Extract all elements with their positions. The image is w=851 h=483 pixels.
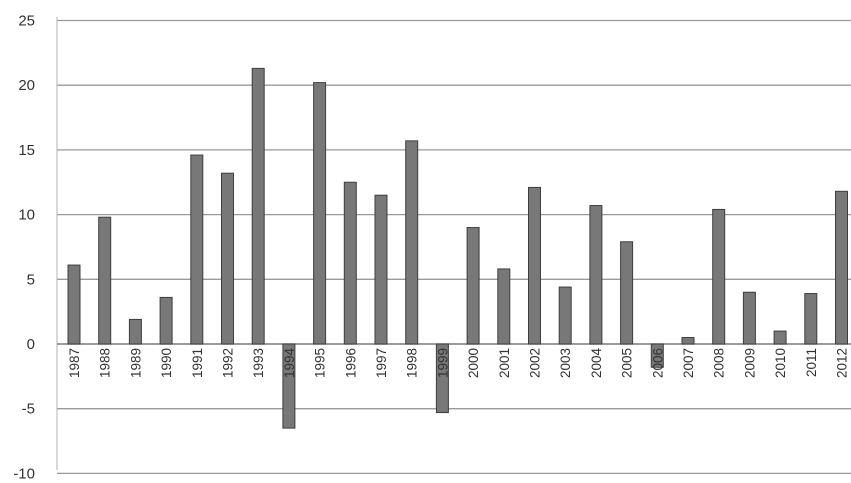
x-tick-label: 1994 xyxy=(282,348,297,379)
bar-2007 xyxy=(681,337,695,345)
x-tick-label: 1990 xyxy=(159,348,174,378)
bar-2009 xyxy=(742,291,756,345)
x-tick-label: 1989 xyxy=(128,348,143,378)
bar-2011 xyxy=(804,293,818,345)
y-tick-label: 10 xyxy=(18,207,35,224)
bar-2008 xyxy=(712,208,726,345)
bar-1995 xyxy=(313,82,327,345)
x-tick-label: 2010 xyxy=(773,348,788,378)
x-tick-label: 2000 xyxy=(466,348,481,378)
y-tick-label: 5 xyxy=(27,271,35,288)
x-tick-label: 2012 xyxy=(835,348,850,378)
y-tick-label: 20 xyxy=(18,77,35,94)
bar-1998 xyxy=(405,140,419,345)
x-tick-label: 1987 xyxy=(67,348,82,378)
x-tick-label: 1995 xyxy=(313,348,328,378)
bar-2000 xyxy=(466,227,480,345)
x-tick-label: 2005 xyxy=(620,348,635,378)
bar-1988 xyxy=(98,216,112,345)
bar-1999 xyxy=(435,343,449,414)
bar-1992 xyxy=(221,172,234,345)
y-tick-label: -10 xyxy=(13,465,35,482)
y-tick-label: 25 xyxy=(18,13,35,30)
bar-1989 xyxy=(128,318,142,345)
bar-1994 xyxy=(282,343,296,429)
y-tick-labels: -10 -5 0 5 10 15 20 25 xyxy=(13,13,35,483)
x-tick-label: 2008 xyxy=(712,348,727,378)
x-tick-label: 1993 xyxy=(251,348,266,378)
gridlines xyxy=(57,19,851,475)
y-tick-label: 15 xyxy=(18,142,35,159)
x-tick-label: 1997 xyxy=(374,348,389,378)
x-tick-label: 2006 xyxy=(650,348,665,378)
y-tick-label: 0 xyxy=(27,336,35,353)
bars xyxy=(67,67,848,429)
bar-2001 xyxy=(497,268,511,345)
bar-1987 xyxy=(67,264,81,345)
x-tick-label: 1988 xyxy=(98,348,113,378)
x-tick-label: 2004 xyxy=(589,348,604,379)
x-tick-label: 1996 xyxy=(343,348,358,378)
x-tick-label: 1992 xyxy=(221,348,236,378)
x-tick-labels: 1987 1988 1989 1990 1991 1992 1993 1994 1995 1996… xyxy=(67,348,850,379)
x-tick-label: 1998 xyxy=(405,348,420,378)
x-tick-label: 2001 xyxy=(497,348,512,378)
y-tick-label: -5 xyxy=(22,401,35,418)
x-tick-label: 2003 xyxy=(558,348,573,378)
bar-1997 xyxy=(374,194,388,345)
x-tick-label: 1999 xyxy=(435,348,450,378)
x-tick-label: 2007 xyxy=(681,348,696,378)
bar-1991 xyxy=(190,154,204,345)
bar-2003 xyxy=(558,286,572,345)
x-tick-label: 2011 xyxy=(804,348,819,377)
bar-1990 xyxy=(159,296,173,345)
bar-1993 xyxy=(251,67,265,345)
bar-2005 xyxy=(620,241,634,345)
x-tick-label: 2002 xyxy=(528,348,543,378)
bar-2010 xyxy=(773,330,787,345)
x-tick-label: 1991 xyxy=(190,348,205,378)
x-tick-label: 2009 xyxy=(742,348,757,378)
bar-1996 xyxy=(343,181,357,345)
bar-2012 xyxy=(835,190,848,345)
bar-2002 xyxy=(528,186,541,345)
bar-2006 xyxy=(650,343,664,368)
bar-2004 xyxy=(589,205,603,345)
